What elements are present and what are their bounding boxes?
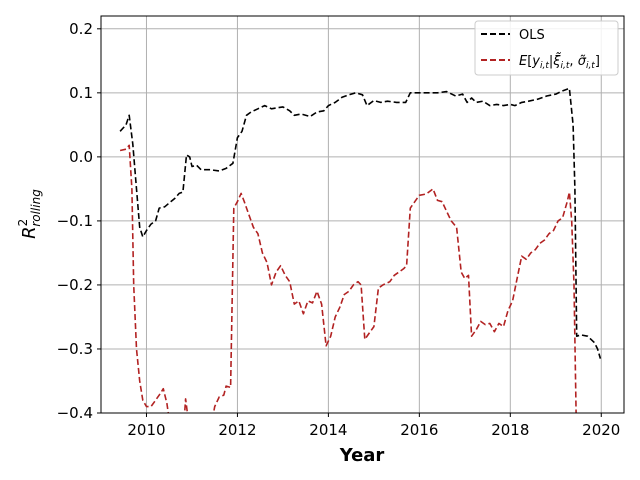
y-tick-label: −0.2 bbox=[57, 276, 93, 294]
y-axis-title: R2rolling bbox=[16, 189, 43, 239]
y-axis: −0.4 −0.3 −0.2 −0.1 0.0 0.1 0.2 bbox=[57, 20, 101, 422]
y-tick-label: −0.1 bbox=[57, 212, 93, 230]
legend: OLS E[yi,t|ξ̃i,t, σ̃i,t] bbox=[474, 20, 619, 76]
x-axis: 2010 2012 2014 2016 2018 2020 bbox=[127, 413, 620, 439]
grid bbox=[101, 16, 624, 414]
x-axis-title: Year bbox=[339, 445, 385, 466]
x-tick-label: 2020 bbox=[582, 421, 620, 439]
plot-frame bbox=[100, 15, 625, 414]
x-tick-label: 2012 bbox=[218, 421, 256, 439]
x-tick-label: 2014 bbox=[309, 421, 347, 439]
svg-text:R2rolling: R2rolling bbox=[16, 189, 43, 239]
legend-label-conditional-expectation: E[yi,t|ξ̃i,t, σ̃i,t] bbox=[519, 53, 600, 71]
y-tick-label: 0.0 bbox=[69, 148, 93, 166]
series-line-ols bbox=[119, 87, 602, 359]
y-tick-label: 0.2 bbox=[69, 20, 93, 38]
y-tick-label: 0.1 bbox=[69, 84, 93, 102]
y-tick-label: −0.3 bbox=[57, 340, 93, 358]
x-tick-label: 2018 bbox=[491, 421, 529, 439]
series-line-conditional-expectation bbox=[119, 144, 577, 413]
legend-label-ols: OLS bbox=[519, 28, 545, 43]
y-tick-label: −0.4 bbox=[57, 404, 93, 422]
x-tick-label: 2016 bbox=[400, 421, 438, 439]
legend-box bbox=[474, 20, 619, 76]
series-layer bbox=[119, 87, 602, 413]
x-tick-label: 2010 bbox=[127, 421, 165, 439]
